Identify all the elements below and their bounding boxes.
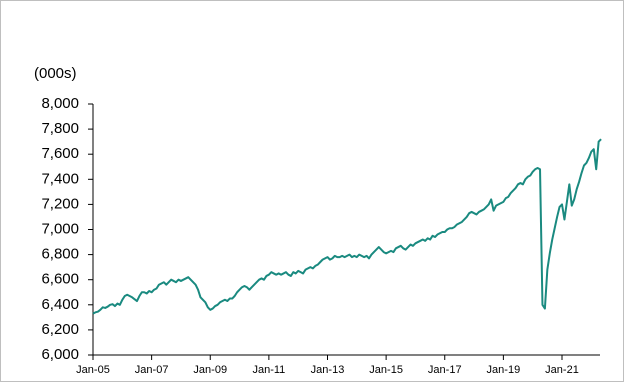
y-tick-label: 7,000 xyxy=(41,220,79,237)
y-tick-label: 7,600 xyxy=(41,145,79,162)
y-tick-label: 7,800 xyxy=(41,120,79,137)
x-tick-label: Jan-07 xyxy=(135,364,169,376)
y-tick-label: 6,400 xyxy=(41,296,79,313)
x-tick-label: Jan-17 xyxy=(428,364,462,376)
y-tick-label: 6,600 xyxy=(41,271,79,288)
y-tick-label: 8,000 xyxy=(41,95,79,112)
x-tick-label: Jan-15 xyxy=(369,364,403,376)
y-tick-label: 7,200 xyxy=(41,195,79,212)
y-tick-label: 6,800 xyxy=(41,246,79,263)
unit-label: (000s) xyxy=(34,65,77,82)
x-tick-label: Jan-13 xyxy=(311,364,345,376)
y-tick-label: 6,200 xyxy=(41,321,79,338)
x-tick-label: Jan-09 xyxy=(193,364,227,376)
y-tick-label: 6,000 xyxy=(41,346,79,363)
x-tick-label: Jan-21 xyxy=(545,364,579,376)
x-tick-label: Jan-11 xyxy=(252,364,285,376)
x-tick-label: Jan-19 xyxy=(487,364,521,376)
line xyxy=(92,138,602,315)
y-tick-label: 7,400 xyxy=(41,170,79,187)
x-tick-label: Jan-05 xyxy=(76,364,110,376)
